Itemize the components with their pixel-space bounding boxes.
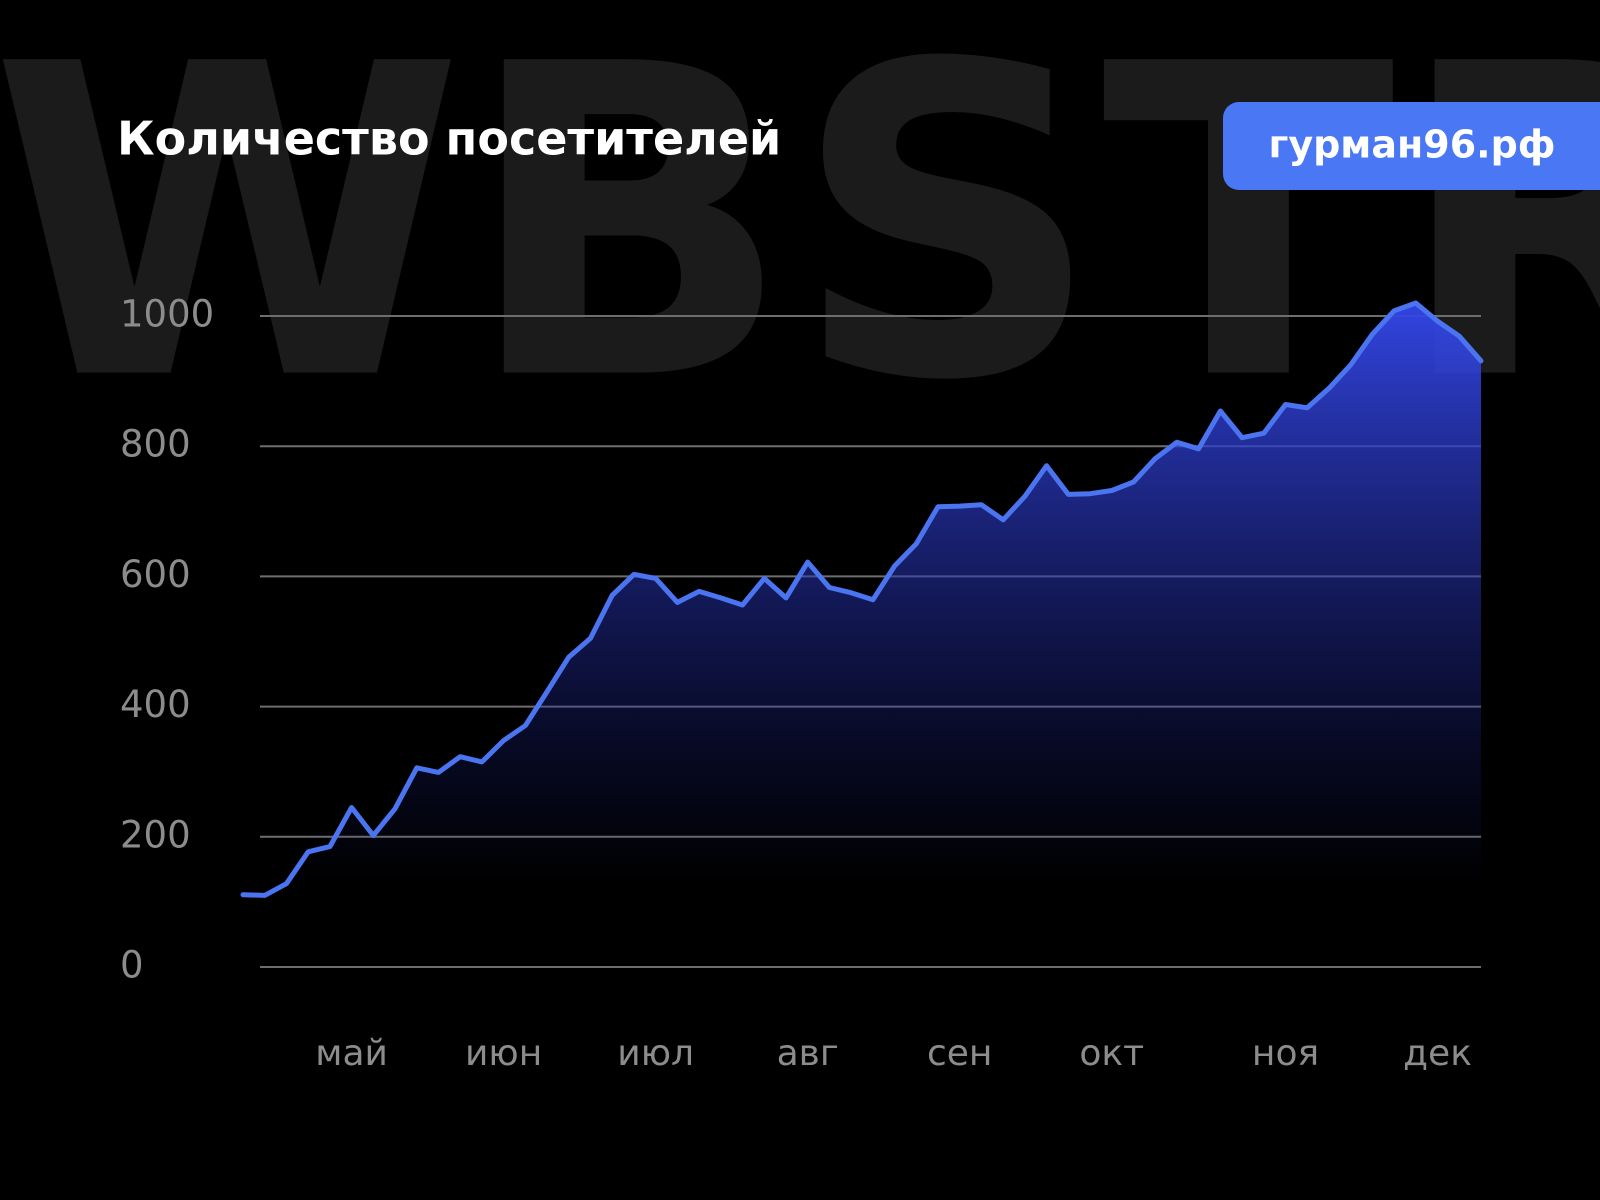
- y-tick-label: 600: [120, 553, 191, 596]
- x-tick-label: май: [315, 1033, 388, 1074]
- y-tick-label: 0: [120, 944, 144, 987]
- line: [240, 300, 1484, 898]
- area: [243, 303, 1481, 967]
- chart-title: Количество посетителей: [117, 112, 781, 166]
- plot-area: 0 200 400 600 800 1000 май июн июл авг сен окт ноя де…: [120, 293, 1484, 1074]
- x-tick-label: ноя: [1252, 1033, 1319, 1074]
- x-tick-label: июл: [617, 1033, 694, 1074]
- x-tick-label: авг: [777, 1033, 839, 1074]
- y-tick-label: 1000: [120, 293, 214, 336]
- y-tick-label: 400: [120, 683, 191, 726]
- x-tick-label: дек: [1403, 1033, 1472, 1074]
- y-tick-label: 200: [120, 813, 191, 856]
- badge-background: [1223, 102, 1600, 190]
- x-tick-label: окт: [1079, 1033, 1144, 1074]
- badge-text: гурман96.рф: [1268, 123, 1555, 167]
- x-tick-label: июн: [465, 1033, 542, 1074]
- x-tick-label: сен: [927, 1033, 992, 1074]
- y-tick-label: 800: [120, 423, 191, 466]
